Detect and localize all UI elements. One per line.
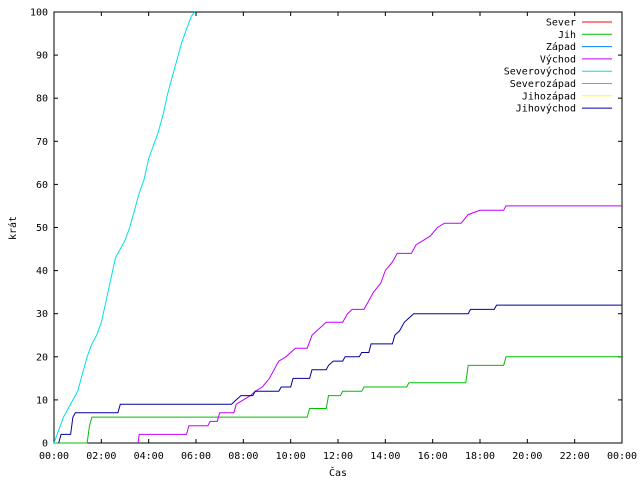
legend-label: Jihovýchod <box>516 103 576 115</box>
legend-label: Východ <box>540 53 576 65</box>
series-line <box>137 205 622 444</box>
x-tick-label: 14:00 <box>370 451 400 462</box>
y-tick-label: 10 <box>36 395 48 406</box>
x-tick-label: 20:00 <box>512 451 542 462</box>
legend: SeverJihZápadVýchodSeverovýchodSeverozáp… <box>504 18 612 115</box>
x-tick-label: 18:00 <box>465 451 495 462</box>
y-tick-label: 70 <box>36 137 48 148</box>
legend-label: Západ <box>546 41 576 53</box>
x-tick-label: 16:00 <box>418 451 448 462</box>
series-lines <box>53 11 622 444</box>
axis-ticks: 0 10 20 30 40 50 60 70 80 90 100 00:00 02:00 04:00 06:… <box>30 8 637 463</box>
x-tick-label: 00:00 <box>607 451 637 462</box>
x-tick-label: 22:00 <box>560 451 590 462</box>
series-line <box>53 11 196 444</box>
y-axis-label: krát <box>7 216 19 240</box>
x-tick-label: 08:00 <box>228 451 258 462</box>
x-tick-label: 10:00 <box>276 451 306 462</box>
series-line <box>58 304 622 444</box>
x-axis-label: Čas <box>329 466 347 479</box>
x-tick-label: 04:00 <box>134 451 164 462</box>
x-tick-label: 00:00 <box>39 451 69 462</box>
legend-label: Jihozápad <box>522 90 576 102</box>
y-tick-label: 40 <box>36 266 48 277</box>
legend-label: Severovýchod <box>504 66 576 78</box>
y-tick-label: 0 <box>42 439 48 450</box>
x-tick-label: 12:00 <box>323 451 353 462</box>
y-tick-label: 100 <box>30 8 48 19</box>
legend-label: Severozápad <box>510 78 576 90</box>
y-tick-label: 30 <box>36 309 48 320</box>
y-tick-label: 60 <box>36 180 48 191</box>
legend-label: Jih <box>558 30 576 41</box>
y-tick-label: 80 <box>36 94 48 105</box>
y-tick-label: 20 <box>36 352 48 363</box>
y-tick-label: 50 <box>36 223 48 234</box>
series-line <box>54 356 622 444</box>
x-tick-label: 02:00 <box>86 451 116 462</box>
legend-label: Sever <box>546 18 576 29</box>
y-tick-label: 90 <box>36 51 48 62</box>
x-tick-label: 06:00 <box>181 451 211 462</box>
